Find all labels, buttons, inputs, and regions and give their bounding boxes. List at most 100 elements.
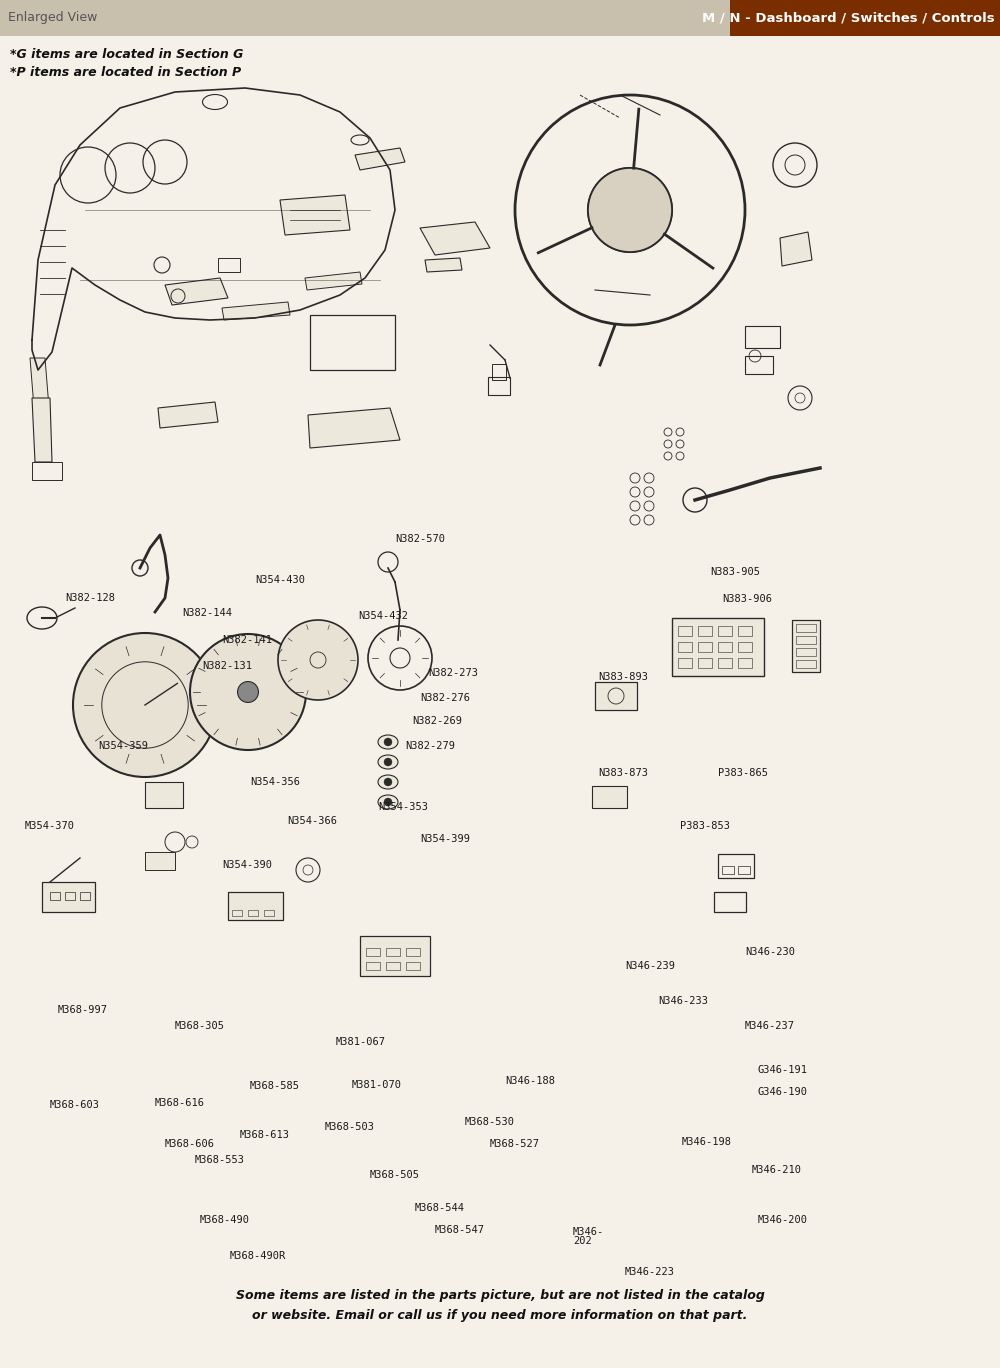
- Circle shape: [384, 798, 392, 806]
- Bar: [745, 356, 773, 373]
- Text: M368-544: M368-544: [415, 1202, 465, 1213]
- Text: M368-616: M368-616: [155, 1097, 205, 1108]
- Text: N382-570: N382-570: [395, 534, 445, 544]
- Ellipse shape: [378, 795, 398, 808]
- Polygon shape: [780, 233, 812, 265]
- Polygon shape: [308, 408, 400, 447]
- Bar: [248, 910, 258, 917]
- Text: N382-141: N382-141: [222, 635, 272, 646]
- Text: M346-223: M346-223: [625, 1267, 675, 1278]
- Bar: [745, 326, 780, 347]
- Polygon shape: [420, 222, 490, 254]
- Text: N383-906: N383-906: [722, 594, 772, 605]
- Circle shape: [238, 681, 258, 702]
- Text: N354-432: N354-432: [358, 610, 408, 621]
- Text: M346-
202: M346- 202: [573, 1227, 604, 1246]
- Text: M346-210: M346-210: [752, 1164, 802, 1175]
- Text: N383-893: N383-893: [598, 672, 648, 683]
- Polygon shape: [30, 358, 50, 420]
- Text: N382-131: N382-131: [202, 661, 252, 672]
- Text: N346-239: N346-239: [625, 960, 675, 971]
- Text: N382-128: N382-128: [65, 592, 115, 603]
- Text: N382-144: N382-144: [182, 607, 232, 618]
- Text: M346-237: M346-237: [745, 1021, 795, 1031]
- Bar: [796, 636, 816, 644]
- Bar: [0, 0, 730, 36]
- Bar: [488, 378, 510, 395]
- Circle shape: [190, 633, 306, 750]
- Text: P383-865: P383-865: [718, 767, 768, 778]
- Bar: [718, 642, 732, 653]
- Text: M368-553: M368-553: [195, 1155, 245, 1166]
- Text: M368-606: M368-606: [165, 1138, 215, 1149]
- Bar: [698, 658, 712, 668]
- Bar: [738, 627, 752, 636]
- Text: N354-359: N354-359: [98, 740, 148, 751]
- Circle shape: [384, 758, 392, 766]
- Ellipse shape: [378, 776, 398, 789]
- Bar: [796, 624, 816, 632]
- Text: M368-613: M368-613: [240, 1130, 290, 1141]
- Text: N382-269: N382-269: [412, 715, 462, 726]
- Bar: [730, 0, 1000, 36]
- Bar: [678, 658, 692, 668]
- Bar: [406, 962, 420, 970]
- Text: N346-233: N346-233: [658, 996, 708, 1007]
- Ellipse shape: [378, 735, 398, 750]
- Text: M346-200: M346-200: [758, 1215, 808, 1226]
- Text: M346-198: M346-198: [682, 1137, 732, 1148]
- Bar: [738, 642, 752, 653]
- Bar: [722, 866, 734, 874]
- Text: M381-067: M381-067: [336, 1037, 386, 1048]
- Bar: [738, 658, 752, 668]
- Text: N354-430: N354-430: [255, 575, 305, 586]
- Text: N354-390: N354-390: [222, 859, 272, 870]
- Text: M368-585: M368-585: [250, 1081, 300, 1092]
- Bar: [228, 892, 283, 921]
- Text: M381-070: M381-070: [352, 1079, 402, 1090]
- Bar: [360, 936, 430, 975]
- Bar: [796, 648, 816, 657]
- Text: N383-873: N383-873: [598, 767, 648, 778]
- Bar: [718, 658, 732, 668]
- Text: M368-997: M368-997: [58, 1004, 108, 1015]
- Bar: [386, 948, 400, 956]
- Circle shape: [588, 168, 672, 252]
- Text: M368-503: M368-503: [325, 1122, 375, 1133]
- Text: M368-603: M368-603: [50, 1100, 100, 1111]
- Text: M368-505: M368-505: [370, 1170, 420, 1181]
- Bar: [218, 259, 240, 272]
- Bar: [698, 627, 712, 636]
- Text: P383-853: P383-853: [680, 821, 730, 832]
- Text: M368-527: M368-527: [490, 1138, 540, 1149]
- Bar: [678, 627, 692, 636]
- Bar: [50, 892, 60, 900]
- Bar: [80, 892, 90, 900]
- Bar: [592, 787, 627, 808]
- Circle shape: [73, 633, 217, 777]
- Bar: [714, 892, 746, 912]
- Bar: [366, 948, 380, 956]
- Text: N382-273: N382-273: [428, 668, 478, 679]
- Text: N382-276: N382-276: [420, 692, 470, 703]
- Polygon shape: [280, 196, 350, 235]
- Text: M368-547: M368-547: [435, 1224, 485, 1235]
- Bar: [406, 948, 420, 956]
- Bar: [264, 910, 274, 917]
- Bar: [145, 782, 183, 808]
- Polygon shape: [355, 148, 405, 170]
- Text: or website. Email or call us if you need more information on that part.: or website. Email or call us if you need…: [252, 1309, 748, 1321]
- Text: M368-490: M368-490: [200, 1215, 250, 1226]
- Text: N354-399: N354-399: [420, 833, 470, 844]
- Text: N382-279: N382-279: [405, 740, 455, 751]
- Bar: [738, 866, 750, 874]
- Ellipse shape: [378, 755, 398, 769]
- Text: G346-191: G346-191: [757, 1064, 807, 1075]
- Bar: [65, 892, 75, 900]
- Polygon shape: [222, 302, 290, 320]
- Bar: [792, 620, 820, 672]
- Text: N354-356: N354-356: [250, 777, 300, 788]
- Text: Some items are listed in the parts picture, but are not listed in the catalog: Some items are listed in the parts pictu…: [236, 1289, 764, 1301]
- Bar: [718, 627, 732, 636]
- Bar: [492, 364, 506, 380]
